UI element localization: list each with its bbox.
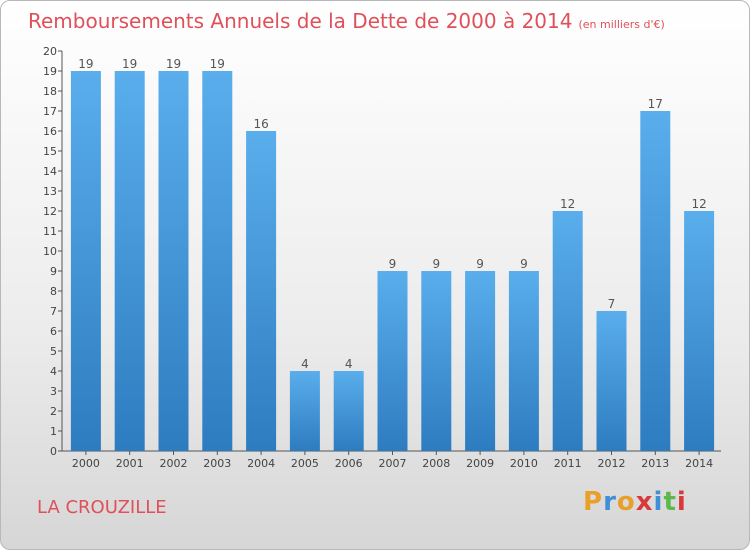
y-tick-label: 11 <box>43 225 57 238</box>
bar <box>158 71 189 451</box>
bar-value-label: 17 <box>648 97 663 111</box>
y-tick-label: 17 <box>43 105 57 118</box>
x-tick-label: 2004 <box>247 457 275 470</box>
x-tick-label: 2001 <box>116 457 144 470</box>
x-tick-label: 2006 <box>335 457 363 470</box>
bar <box>114 71 145 451</box>
bar <box>640 111 671 451</box>
y-tick-label: 9 <box>50 265 57 278</box>
x-tick-label: 2013 <box>641 457 669 470</box>
bar-value-label: 19 <box>210 57 225 71</box>
x-tick-label: 2000 <box>72 457 100 470</box>
x-tick-label: 2007 <box>379 457 407 470</box>
bar <box>333 371 364 451</box>
bar <box>508 271 539 451</box>
y-tick-label: 19 <box>43 65 57 78</box>
x-tick-label: 2008 <box>422 457 450 470</box>
y-tick-label: 16 <box>43 125 57 138</box>
x-tick-label: 2002 <box>160 457 188 470</box>
proxiti-logo[interactable]: Proxiti <box>583 487 687 517</box>
logo-letter: t <box>663 487 677 517</box>
bar <box>421 271 452 451</box>
x-tick-label: 2010 <box>510 457 538 470</box>
y-tick-label: 6 <box>50 325 57 338</box>
bar <box>70 71 101 451</box>
chart-title: Remboursements Annuels de la Dette de 20… <box>28 9 665 33</box>
bar-value-label: 9 <box>432 257 440 271</box>
bar-value-label: 19 <box>78 57 93 71</box>
logo-letter: x <box>635 487 654 517</box>
x-tick-label: 2014 <box>685 457 713 470</box>
commune-name: LA CROUZILLE <box>37 497 167 518</box>
bar <box>377 271 408 451</box>
chart-title-text: Remboursements Annuels de la Dette de 20… <box>28 9 573 33</box>
bar <box>552 211 583 451</box>
bar-value-label: 4 <box>345 357 353 371</box>
y-tick-label: 2 <box>50 405 57 418</box>
x-tick-label: 2005 <box>291 457 319 470</box>
bar <box>289 371 320 451</box>
y-tick-label: 20 <box>43 45 57 58</box>
bar-value-label: 12 <box>691 197 706 211</box>
y-tick-label: 13 <box>43 185 57 198</box>
y-tick-label: 7 <box>50 305 57 318</box>
bar <box>202 71 233 451</box>
bar-value-label: 9 <box>389 257 397 271</box>
x-tick-label: 2003 <box>203 457 231 470</box>
bar-value-label: 16 <box>253 117 268 131</box>
y-tick-label: 3 <box>50 385 57 398</box>
logo-letter: o <box>616 487 636 517</box>
y-tick-label: 8 <box>50 285 57 298</box>
bar-value-label: 9 <box>520 257 528 271</box>
y-tick-label: 4 <box>50 365 57 378</box>
bar-value-label: 9 <box>476 257 484 271</box>
y-tick-label: 10 <box>43 245 57 258</box>
logo-letter: P <box>583 487 604 517</box>
y-tick-label: 14 <box>43 165 57 178</box>
y-tick-label: 0 <box>50 445 57 458</box>
y-tick-label: 15 <box>43 145 57 158</box>
y-tick-label: 12 <box>43 205 57 218</box>
bar <box>465 271 496 451</box>
bar-value-label: 19 <box>122 57 137 71</box>
x-tick-label: 2009 <box>466 457 494 470</box>
bar-value-label: 12 <box>560 197 575 211</box>
logo-letter: i <box>676 487 687 517</box>
x-tick-label: 2012 <box>598 457 626 470</box>
bar-value-label: 19 <box>166 57 181 71</box>
bar-value-label: 4 <box>301 357 309 371</box>
chart-unit-label: (en milliers d'€) <box>578 18 665 31</box>
bar <box>246 131 277 451</box>
bar-value-label: 7 <box>608 297 616 311</box>
y-tick-label: 1 <box>50 425 57 438</box>
x-tick-label: 2011 <box>554 457 582 470</box>
logo-letter: r <box>603 487 617 517</box>
logo-letter: i <box>653 487 664 517</box>
y-tick-label: 18 <box>43 85 57 98</box>
y-tick-label: 5 <box>50 345 57 358</box>
bar <box>684 211 715 451</box>
bar <box>596 311 627 451</box>
